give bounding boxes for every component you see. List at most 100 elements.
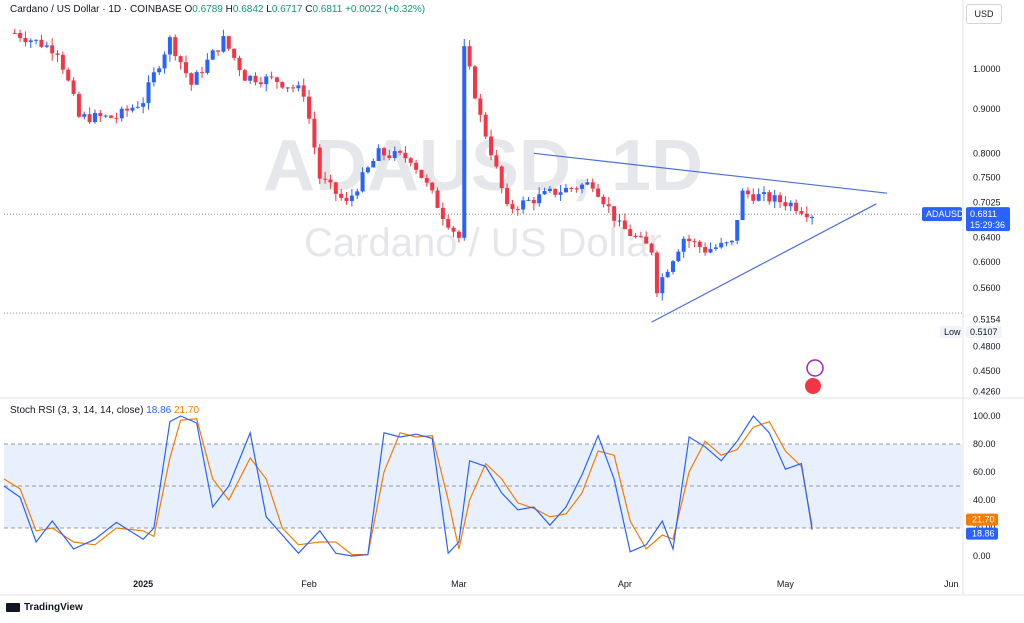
candle-body: [569, 187, 574, 189]
close-label: C: [305, 4, 313, 15]
candle-body: [173, 37, 178, 57]
stoch-k-badge-bg: [966, 527, 998, 540]
candle-body: [628, 229, 633, 236]
time-label: Apr: [618, 579, 632, 589]
candle-body: [387, 155, 392, 158]
candle-body: [200, 72, 205, 74]
candle-body: [307, 96, 312, 119]
low-badge-bg: [940, 326, 964, 339]
lightning-event-icon[interactable]: [806, 359, 824, 377]
stoch-k-value: 18.86: [146, 405, 172, 416]
candle-body: [376, 148, 381, 161]
stoch-tick-label: 0.00: [973, 551, 991, 561]
candle-body: [221, 36, 226, 52]
candle-body: [783, 202, 788, 207]
candle-body: [60, 54, 65, 70]
candle-body: [751, 194, 756, 201]
candle-body: [451, 227, 456, 232]
candle-body: [392, 151, 397, 158]
countdown-label: 15:29:36: [970, 220, 1005, 230]
tradingview-icon: [6, 603, 20, 612]
brand-label: TradingView: [24, 602, 83, 613]
candle-body: [162, 54, 167, 69]
candle-body: [424, 177, 429, 183]
candle-body: [18, 33, 23, 38]
stoch-k-line: [3, 415, 813, 557]
stoch-tick-label: 40.00: [973, 495, 996, 505]
candle-body: [76, 93, 81, 117]
news-flag-icon[interactable]: [805, 378, 821, 394]
candle-body: [456, 231, 461, 238]
stoch-tick-label: 80.00: [973, 439, 996, 449]
candle-body: [34, 39, 39, 41]
candle-body: [467, 46, 472, 67]
low-value-bg: [966, 326, 1002, 339]
time-axis[interactable]: 2025 Feb Mar Apr May Jun: [133, 579, 958, 589]
currency-button[interactable]: USD: [966, 4, 1002, 24]
candle-body: [767, 192, 772, 202]
candle-body: [92, 112, 97, 123]
candle-body: [729, 240, 734, 243]
candle-body: [633, 235, 638, 237]
candle-body: [622, 220, 627, 230]
tradingview-logo[interactable]: TradingView: [6, 602, 83, 613]
price-pane[interactable]: [4, 28, 962, 394]
candle-body: [478, 98, 483, 115]
candle-body: [109, 115, 114, 118]
time-label: May: [777, 579, 795, 589]
low-label: L: [266, 4, 272, 15]
candle-body: [50, 45, 55, 54]
low-value: 0.6717: [271, 4, 303, 15]
stoch-rsi-title: Stoch RSI (3, 3, 14, 14, close): [10, 405, 144, 416]
candle-body: [253, 75, 258, 83]
triangle-trendline-0[interactable]: [533, 152, 888, 194]
candle-body: [98, 112, 103, 117]
price-tick-label: 0.4500: [973, 366, 1001, 376]
event-icons[interactable]: [805, 359, 824, 394]
symbol-header: Cardano / US Dollar · 1D · COINBASE O0.6…: [10, 4, 425, 15]
candle-body: [355, 191, 360, 196]
candle-body: [526, 199, 531, 201]
stoch-rsi-pane[interactable]: [3, 415, 962, 557]
candle-body: [778, 195, 783, 203]
candle-body: [242, 70, 247, 81]
candle-body: [692, 241, 697, 243]
candle-body: [537, 194, 542, 204]
candle-body: [590, 182, 595, 189]
candle-body: [740, 190, 745, 221]
candle-body: [719, 242, 724, 248]
candle-body: [317, 147, 322, 179]
stoch-d-badge-bg: [966, 513, 998, 526]
candle-body: [489, 136, 494, 156]
candle-body: [44, 45, 49, 47]
candle-body: [724, 242, 729, 244]
stoch-tick-label: 100.00: [973, 411, 1001, 421]
candle-body: [414, 162, 419, 170]
triangle-trendline-1[interactable]: [651, 203, 877, 323]
candle-body: [381, 148, 386, 156]
candle-body: [312, 118, 317, 148]
watermark-name: Cardano / US Dollar: [304, 221, 662, 265]
candle-body: [216, 50, 221, 52]
candle-body: [264, 76, 269, 85]
candle-body: [649, 243, 654, 253]
watermark: ADAUSD, 1D Cardano / US Dollar: [263, 126, 703, 265]
candle-body: [713, 247, 718, 249]
candle-body: [772, 195, 777, 202]
candle-body: [660, 277, 665, 294]
candle-body: [499, 166, 504, 189]
stoch-tick-label: 60.00: [973, 467, 996, 477]
candle-body: [515, 209, 520, 211]
watermark-ticker: ADAUSD, 1D: [263, 126, 703, 206]
candle-body: [596, 188, 601, 197]
price-tick-label: 0.9000: [973, 104, 1001, 114]
candle-body: [135, 106, 140, 108]
price-axis[interactable]: 1.0000 0.9000 0.8000 0.7500 0.7025 0.6400 0.60…: [922, 64, 1010, 561]
candle-body: [285, 87, 290, 89]
candle-body: [510, 204, 515, 210]
time-label: 2025: [133, 579, 153, 589]
candle-body: [157, 68, 162, 73]
candle-body: [558, 192, 563, 195]
